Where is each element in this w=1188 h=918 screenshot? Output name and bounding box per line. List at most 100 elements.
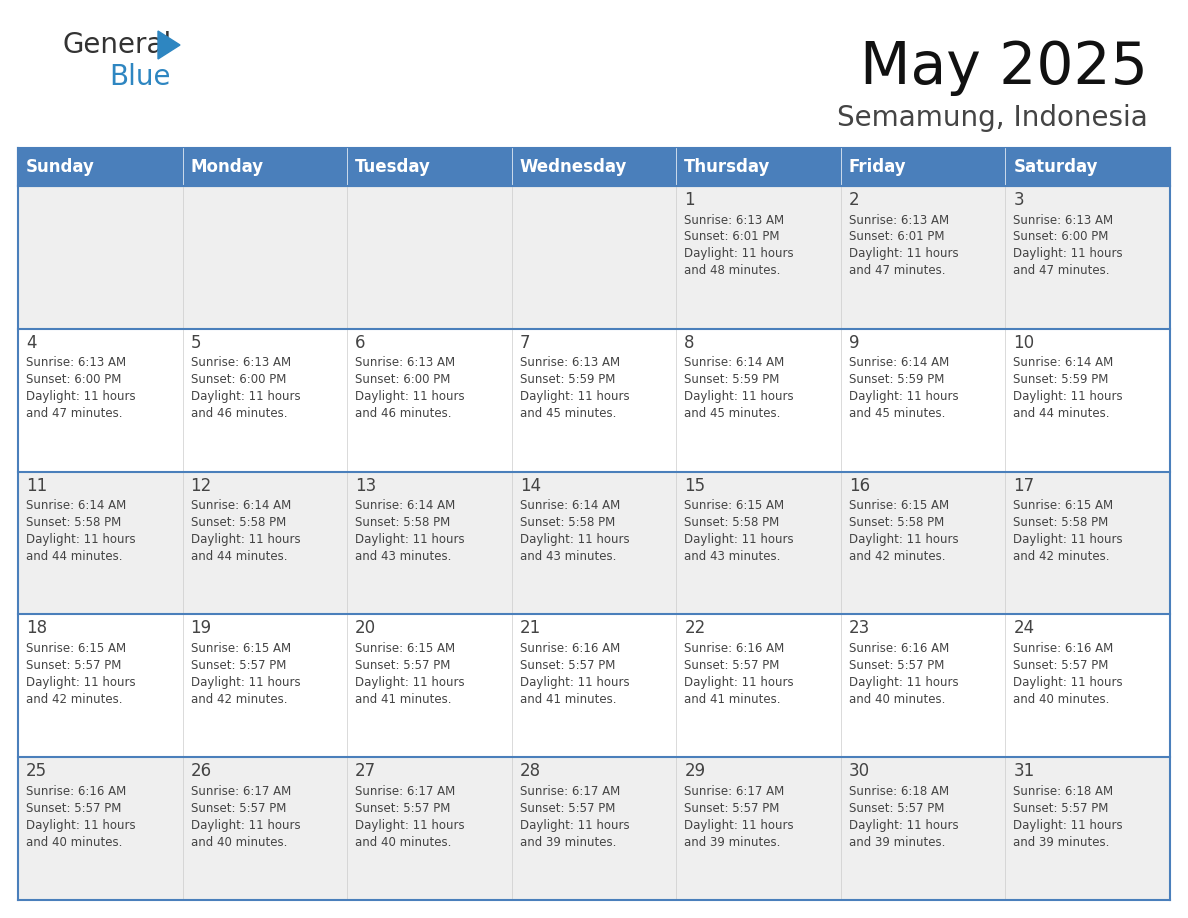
Text: Sunrise: 6:16 AM: Sunrise: 6:16 AM xyxy=(1013,642,1113,655)
Text: and 43 minutes.: and 43 minutes. xyxy=(519,550,617,563)
Text: and 39 minutes.: and 39 minutes. xyxy=(1013,835,1110,849)
Bar xyxy=(18,148,1170,186)
Text: Sunrise: 6:13 AM: Sunrise: 6:13 AM xyxy=(190,356,291,369)
Text: Sunset: 5:59 PM: Sunset: 5:59 PM xyxy=(519,374,615,386)
Text: 15: 15 xyxy=(684,476,706,495)
Text: Sunrise: 6:14 AM: Sunrise: 6:14 AM xyxy=(519,499,620,512)
Text: 18: 18 xyxy=(26,620,48,637)
Text: 29: 29 xyxy=(684,762,706,780)
Text: 13: 13 xyxy=(355,476,377,495)
Text: Daylight: 11 hours: Daylight: 11 hours xyxy=(684,390,794,403)
Text: Sunset: 6:01 PM: Sunset: 6:01 PM xyxy=(849,230,944,243)
Text: Daylight: 11 hours: Daylight: 11 hours xyxy=(26,533,135,546)
Text: 19: 19 xyxy=(190,620,211,637)
Text: Daylight: 11 hours: Daylight: 11 hours xyxy=(684,819,794,832)
Text: Daylight: 11 hours: Daylight: 11 hours xyxy=(355,819,465,832)
Text: and 41 minutes.: and 41 minutes. xyxy=(355,693,451,706)
Text: 24: 24 xyxy=(1013,620,1035,637)
Text: Sunrise: 6:16 AM: Sunrise: 6:16 AM xyxy=(26,785,126,798)
Text: and 43 minutes.: and 43 minutes. xyxy=(355,550,451,563)
Text: Daylight: 11 hours: Daylight: 11 hours xyxy=(849,390,959,403)
Bar xyxy=(18,757,1170,900)
Text: 8: 8 xyxy=(684,334,695,352)
Text: Sunrise: 6:18 AM: Sunrise: 6:18 AM xyxy=(849,785,949,798)
Text: 3: 3 xyxy=(1013,191,1024,209)
Text: 20: 20 xyxy=(355,620,377,637)
Text: and 47 minutes.: and 47 minutes. xyxy=(849,264,946,277)
Text: Sunset: 5:57 PM: Sunset: 5:57 PM xyxy=(849,801,944,814)
Text: Sunrise: 6:14 AM: Sunrise: 6:14 AM xyxy=(684,356,784,369)
Text: Sunset: 5:57 PM: Sunset: 5:57 PM xyxy=(190,801,286,814)
Text: Sunrise: 6:17 AM: Sunrise: 6:17 AM xyxy=(190,785,291,798)
Text: Sunrise: 6:13 AM: Sunrise: 6:13 AM xyxy=(355,356,455,369)
Bar xyxy=(18,186,1170,329)
Text: and 40 minutes.: and 40 minutes. xyxy=(1013,693,1110,706)
Text: Sunset: 5:57 PM: Sunset: 5:57 PM xyxy=(1013,659,1108,672)
Text: Daylight: 11 hours: Daylight: 11 hours xyxy=(684,533,794,546)
Bar xyxy=(18,614,1170,757)
Text: Sunset: 6:01 PM: Sunset: 6:01 PM xyxy=(684,230,779,243)
Text: Blue: Blue xyxy=(109,63,171,91)
Bar xyxy=(18,329,1170,472)
Text: Sunset: 5:57 PM: Sunset: 5:57 PM xyxy=(26,801,121,814)
Text: 26: 26 xyxy=(190,762,211,780)
Text: Sunrise: 6:13 AM: Sunrise: 6:13 AM xyxy=(849,214,949,227)
Text: and 40 minutes.: and 40 minutes. xyxy=(849,693,946,706)
Text: Daylight: 11 hours: Daylight: 11 hours xyxy=(519,676,630,688)
Text: Daylight: 11 hours: Daylight: 11 hours xyxy=(849,248,959,261)
Text: 31: 31 xyxy=(1013,762,1035,780)
Text: 9: 9 xyxy=(849,334,859,352)
Text: and 48 minutes.: and 48 minutes. xyxy=(684,264,781,277)
Text: Tuesday: Tuesday xyxy=(355,158,431,176)
Text: 4: 4 xyxy=(26,334,37,352)
Text: and 39 minutes.: and 39 minutes. xyxy=(849,835,946,849)
Text: Thursday: Thursday xyxy=(684,158,771,176)
Text: Semamung, Indonesia: Semamung, Indonesia xyxy=(838,104,1148,132)
Text: Sunset: 5:57 PM: Sunset: 5:57 PM xyxy=(1013,801,1108,814)
Text: Daylight: 11 hours: Daylight: 11 hours xyxy=(355,676,465,688)
Text: Daylight: 11 hours: Daylight: 11 hours xyxy=(519,533,630,546)
Text: 22: 22 xyxy=(684,620,706,637)
Text: and 41 minutes.: and 41 minutes. xyxy=(684,693,781,706)
Text: and 40 minutes.: and 40 minutes. xyxy=(26,835,122,849)
Text: Daylight: 11 hours: Daylight: 11 hours xyxy=(190,819,301,832)
Text: Daylight: 11 hours: Daylight: 11 hours xyxy=(1013,248,1123,261)
Text: and 42 minutes.: and 42 minutes. xyxy=(849,550,946,563)
Text: Daylight: 11 hours: Daylight: 11 hours xyxy=(190,533,301,546)
Text: and 46 minutes.: and 46 minutes. xyxy=(355,408,451,420)
Text: Sunset: 5:57 PM: Sunset: 5:57 PM xyxy=(26,659,121,672)
Text: Daylight: 11 hours: Daylight: 11 hours xyxy=(26,676,135,688)
Text: Daylight: 11 hours: Daylight: 11 hours xyxy=(1013,819,1123,832)
Text: 27: 27 xyxy=(355,762,377,780)
Text: Monday: Monday xyxy=(190,158,264,176)
Text: Sunset: 5:58 PM: Sunset: 5:58 PM xyxy=(26,516,121,529)
Text: and 39 minutes.: and 39 minutes. xyxy=(519,835,617,849)
Text: Sunset: 5:58 PM: Sunset: 5:58 PM xyxy=(1013,516,1108,529)
Text: and 45 minutes.: and 45 minutes. xyxy=(849,408,946,420)
Text: Sunset: 5:58 PM: Sunset: 5:58 PM xyxy=(190,516,286,529)
Text: Friday: Friday xyxy=(849,158,906,176)
Text: and 42 minutes.: and 42 minutes. xyxy=(1013,550,1110,563)
Text: 21: 21 xyxy=(519,620,541,637)
Text: Sunset: 5:58 PM: Sunset: 5:58 PM xyxy=(355,516,450,529)
Text: Sunrise: 6:16 AM: Sunrise: 6:16 AM xyxy=(684,642,784,655)
Text: Sunset: 6:00 PM: Sunset: 6:00 PM xyxy=(1013,230,1108,243)
Text: Daylight: 11 hours: Daylight: 11 hours xyxy=(849,676,959,688)
Text: Sunset: 5:57 PM: Sunset: 5:57 PM xyxy=(519,659,615,672)
Text: Daylight: 11 hours: Daylight: 11 hours xyxy=(849,819,959,832)
Text: Sunrise: 6:16 AM: Sunrise: 6:16 AM xyxy=(519,642,620,655)
Text: General: General xyxy=(62,31,171,59)
Text: 7: 7 xyxy=(519,334,530,352)
Text: Sunrise: 6:15 AM: Sunrise: 6:15 AM xyxy=(26,642,126,655)
Text: Sunset: 5:57 PM: Sunset: 5:57 PM xyxy=(684,659,779,672)
Text: Sunrise: 6:17 AM: Sunrise: 6:17 AM xyxy=(519,785,620,798)
Text: Daylight: 11 hours: Daylight: 11 hours xyxy=(1013,390,1123,403)
Text: Sunrise: 6:15 AM: Sunrise: 6:15 AM xyxy=(849,499,949,512)
Text: Sunday: Sunday xyxy=(26,158,95,176)
Text: and 40 minutes.: and 40 minutes. xyxy=(355,835,451,849)
Text: and 45 minutes.: and 45 minutes. xyxy=(684,408,781,420)
Text: Sunrise: 6:14 AM: Sunrise: 6:14 AM xyxy=(849,356,949,369)
Text: Daylight: 11 hours: Daylight: 11 hours xyxy=(26,819,135,832)
Text: Sunrise: 6:17 AM: Sunrise: 6:17 AM xyxy=(355,785,455,798)
Text: 28: 28 xyxy=(519,762,541,780)
